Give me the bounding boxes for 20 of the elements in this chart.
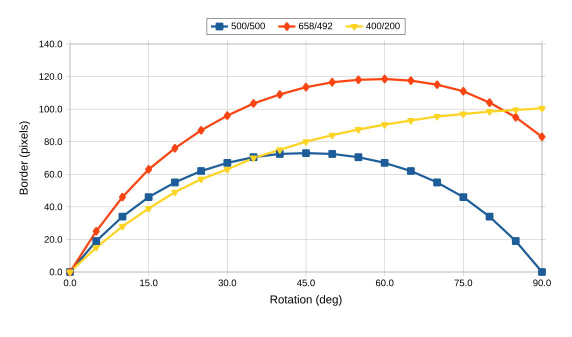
x-axis-title: Rotation (deg) [270,295,342,306]
legend-label: 658/492 [298,22,332,30]
x-tick-label: 45.0 [297,280,315,286]
x-tick-label: 90.0 [533,280,551,286]
x-tick-label: 75.0 [454,280,472,286]
x-tick-label: 30.0 [218,280,236,286]
legend-label: 500/500 [231,22,265,30]
y-axis-title: Border (pixels) [19,121,30,194]
y-tick-label: 100.0 [40,106,62,112]
x-tick-label: 60.0 [376,280,394,286]
y-tick-label: 80.0 [44,138,62,146]
y-tick-label: 140.0 [40,40,62,48]
y-tick-label: 0.0 [50,268,62,276]
y-tick-label: 120.0 [40,73,62,80]
x-tick-label: 15.0 [140,280,158,286]
y-tick-label: 40.0 [44,204,62,210]
y-tick-label: 60.0 [44,170,62,178]
legend-label: 400/200 [366,22,400,30]
y-tick-label: 20.0 [44,236,62,243]
x-tick-label: 0.0 [64,280,76,286]
